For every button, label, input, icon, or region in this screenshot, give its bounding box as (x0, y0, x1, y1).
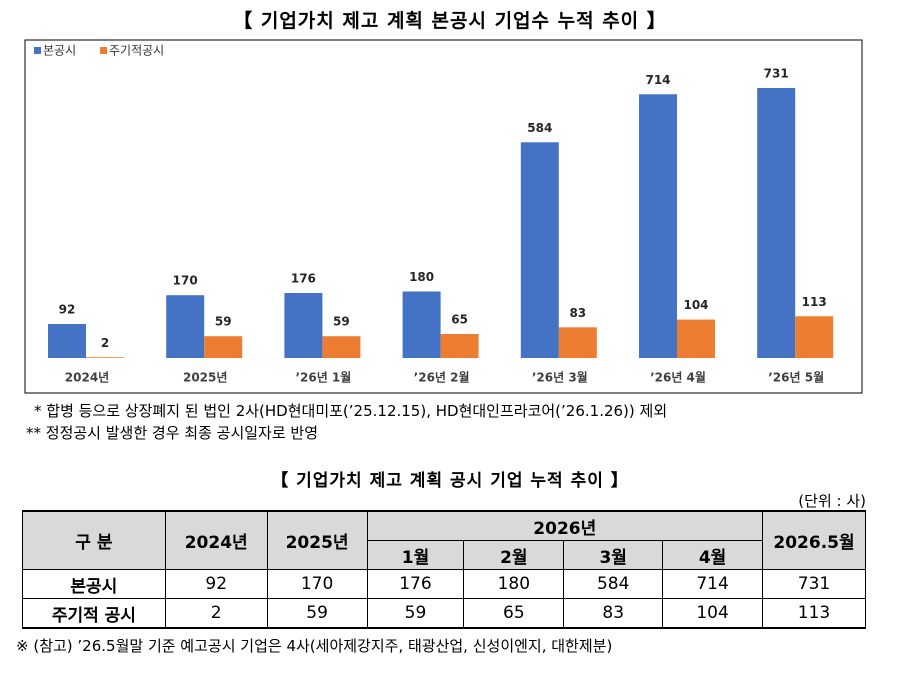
cell: 83 (563, 598, 664, 629)
value-label: 59 (333, 315, 350, 329)
cell: 92 (164, 569, 268, 599)
value-label: 59 (215, 315, 232, 329)
x-tick-label: ’26년 2월 (414, 370, 470, 385)
x-tick-label: ’26년 5월 (768, 370, 824, 385)
table-body: 본공시 92 170 176 180 584 714 731 주기적 공시 2 59 59 65 83 10… (22, 569, 866, 629)
bar (677, 319, 715, 358)
cell: 59 (366, 598, 465, 629)
bar (204, 336, 243, 358)
value-label: 731 (764, 67, 789, 81)
legend-label: 본공시 (43, 44, 76, 58)
value-label: 176 (291, 271, 316, 285)
value-label: 714 (645, 73, 670, 87)
cell: 113 (762, 598, 866, 629)
x-tick-label: ’26년 3월 (532, 370, 588, 385)
footnote: ※ (참고) ’26.5월말 기준 예고공시 기업은 4사(세아제강지주, 태광… (16, 637, 613, 655)
bar (520, 142, 559, 358)
table-row: 주기적 공시 2 59 59 65 83 104 113 (22, 598, 866, 629)
chart: 본공시 주기적공시 2024년 92 2 2025년 170 59 ’26년 1월 176 59 ’2… (24, 39, 863, 394)
bar (166, 295, 205, 358)
bar (795, 316, 834, 358)
table-row: 본공시 92 170 176 180 584 714 731 (22, 569, 866, 599)
bar (558, 327, 597, 358)
bar (639, 94, 677, 359)
note: ** 정정공시 발생한 경우 최종 공시일자로 반영 (26, 424, 319, 442)
value-label: 584 (527, 121, 552, 135)
bar (86, 357, 124, 358)
bar (284, 292, 323, 358)
chart-title: 【 기업가치 제고 계획 본공시 기업수 누적 추이 】 (233, 10, 667, 32)
cell: 59 (266, 598, 368, 629)
cell: 714 (662, 569, 763, 599)
header-cell: 3월 (563, 540, 664, 570)
bar (322, 336, 361, 358)
cell: 176 (366, 569, 465, 599)
header-cell: 1월 (366, 540, 465, 570)
table: 구 분 2024년 2025년 2026년 2026.5월 1월 2월 3월 4… (22, 510, 866, 629)
header-cell: 2025년 (266, 510, 368, 570)
value-label: 170 (173, 274, 198, 288)
value-label: 180 (409, 270, 434, 284)
row-label: 주기적 공시 (22, 598, 166, 629)
value-label: 2 (101, 336, 109, 350)
bar (757, 88, 796, 358)
cell: 104 (662, 598, 763, 629)
header-cell: 2026년 (366, 510, 764, 541)
header-cell: 2026.5월 (762, 510, 866, 570)
cell: 180 (463, 569, 565, 599)
x-tick-label: ’26년 4월 (650, 370, 706, 385)
legend-label: 주기적공시 (109, 44, 164, 58)
table-title: 【 기업가치 제고 계획 공시 기업 누적 추이 】 (271, 471, 629, 491)
header-cell: 구 분 (22, 510, 166, 570)
cell: 170 (266, 569, 368, 599)
header-cell: 2월 (463, 540, 565, 570)
header-cell: 2024년 (164, 510, 268, 570)
bar (402, 291, 441, 358)
row-label: 본공시 (22, 569, 166, 599)
x-tick-label: ’26년 1월 (295, 370, 351, 385)
cell: 731 (762, 569, 866, 599)
cell: 65 (463, 598, 565, 629)
x-tick-label: 2025년 (183, 371, 227, 385)
value-label: 83 (569, 306, 586, 320)
cell: 584 (563, 569, 664, 599)
value-label: 65 (451, 312, 468, 326)
legend-swatch (100, 47, 107, 54)
unit: (단위 : 사) (798, 492, 866, 510)
value-label: 92 (59, 303, 76, 317)
bar (48, 324, 86, 358)
note: * 합병 등으로 상장폐지 된 법인 2사(HD현대미포(’25.12.15),… (34, 402, 668, 420)
value-label: 113 (802, 295, 827, 309)
value-label: 104 (683, 298, 708, 312)
x-tick-label: 2024년 (65, 371, 109, 385)
cell: 2 (164, 598, 268, 629)
header-cell: 4월 (662, 540, 763, 570)
bar (440, 333, 479, 358)
legend-swatch (34, 47, 41, 54)
